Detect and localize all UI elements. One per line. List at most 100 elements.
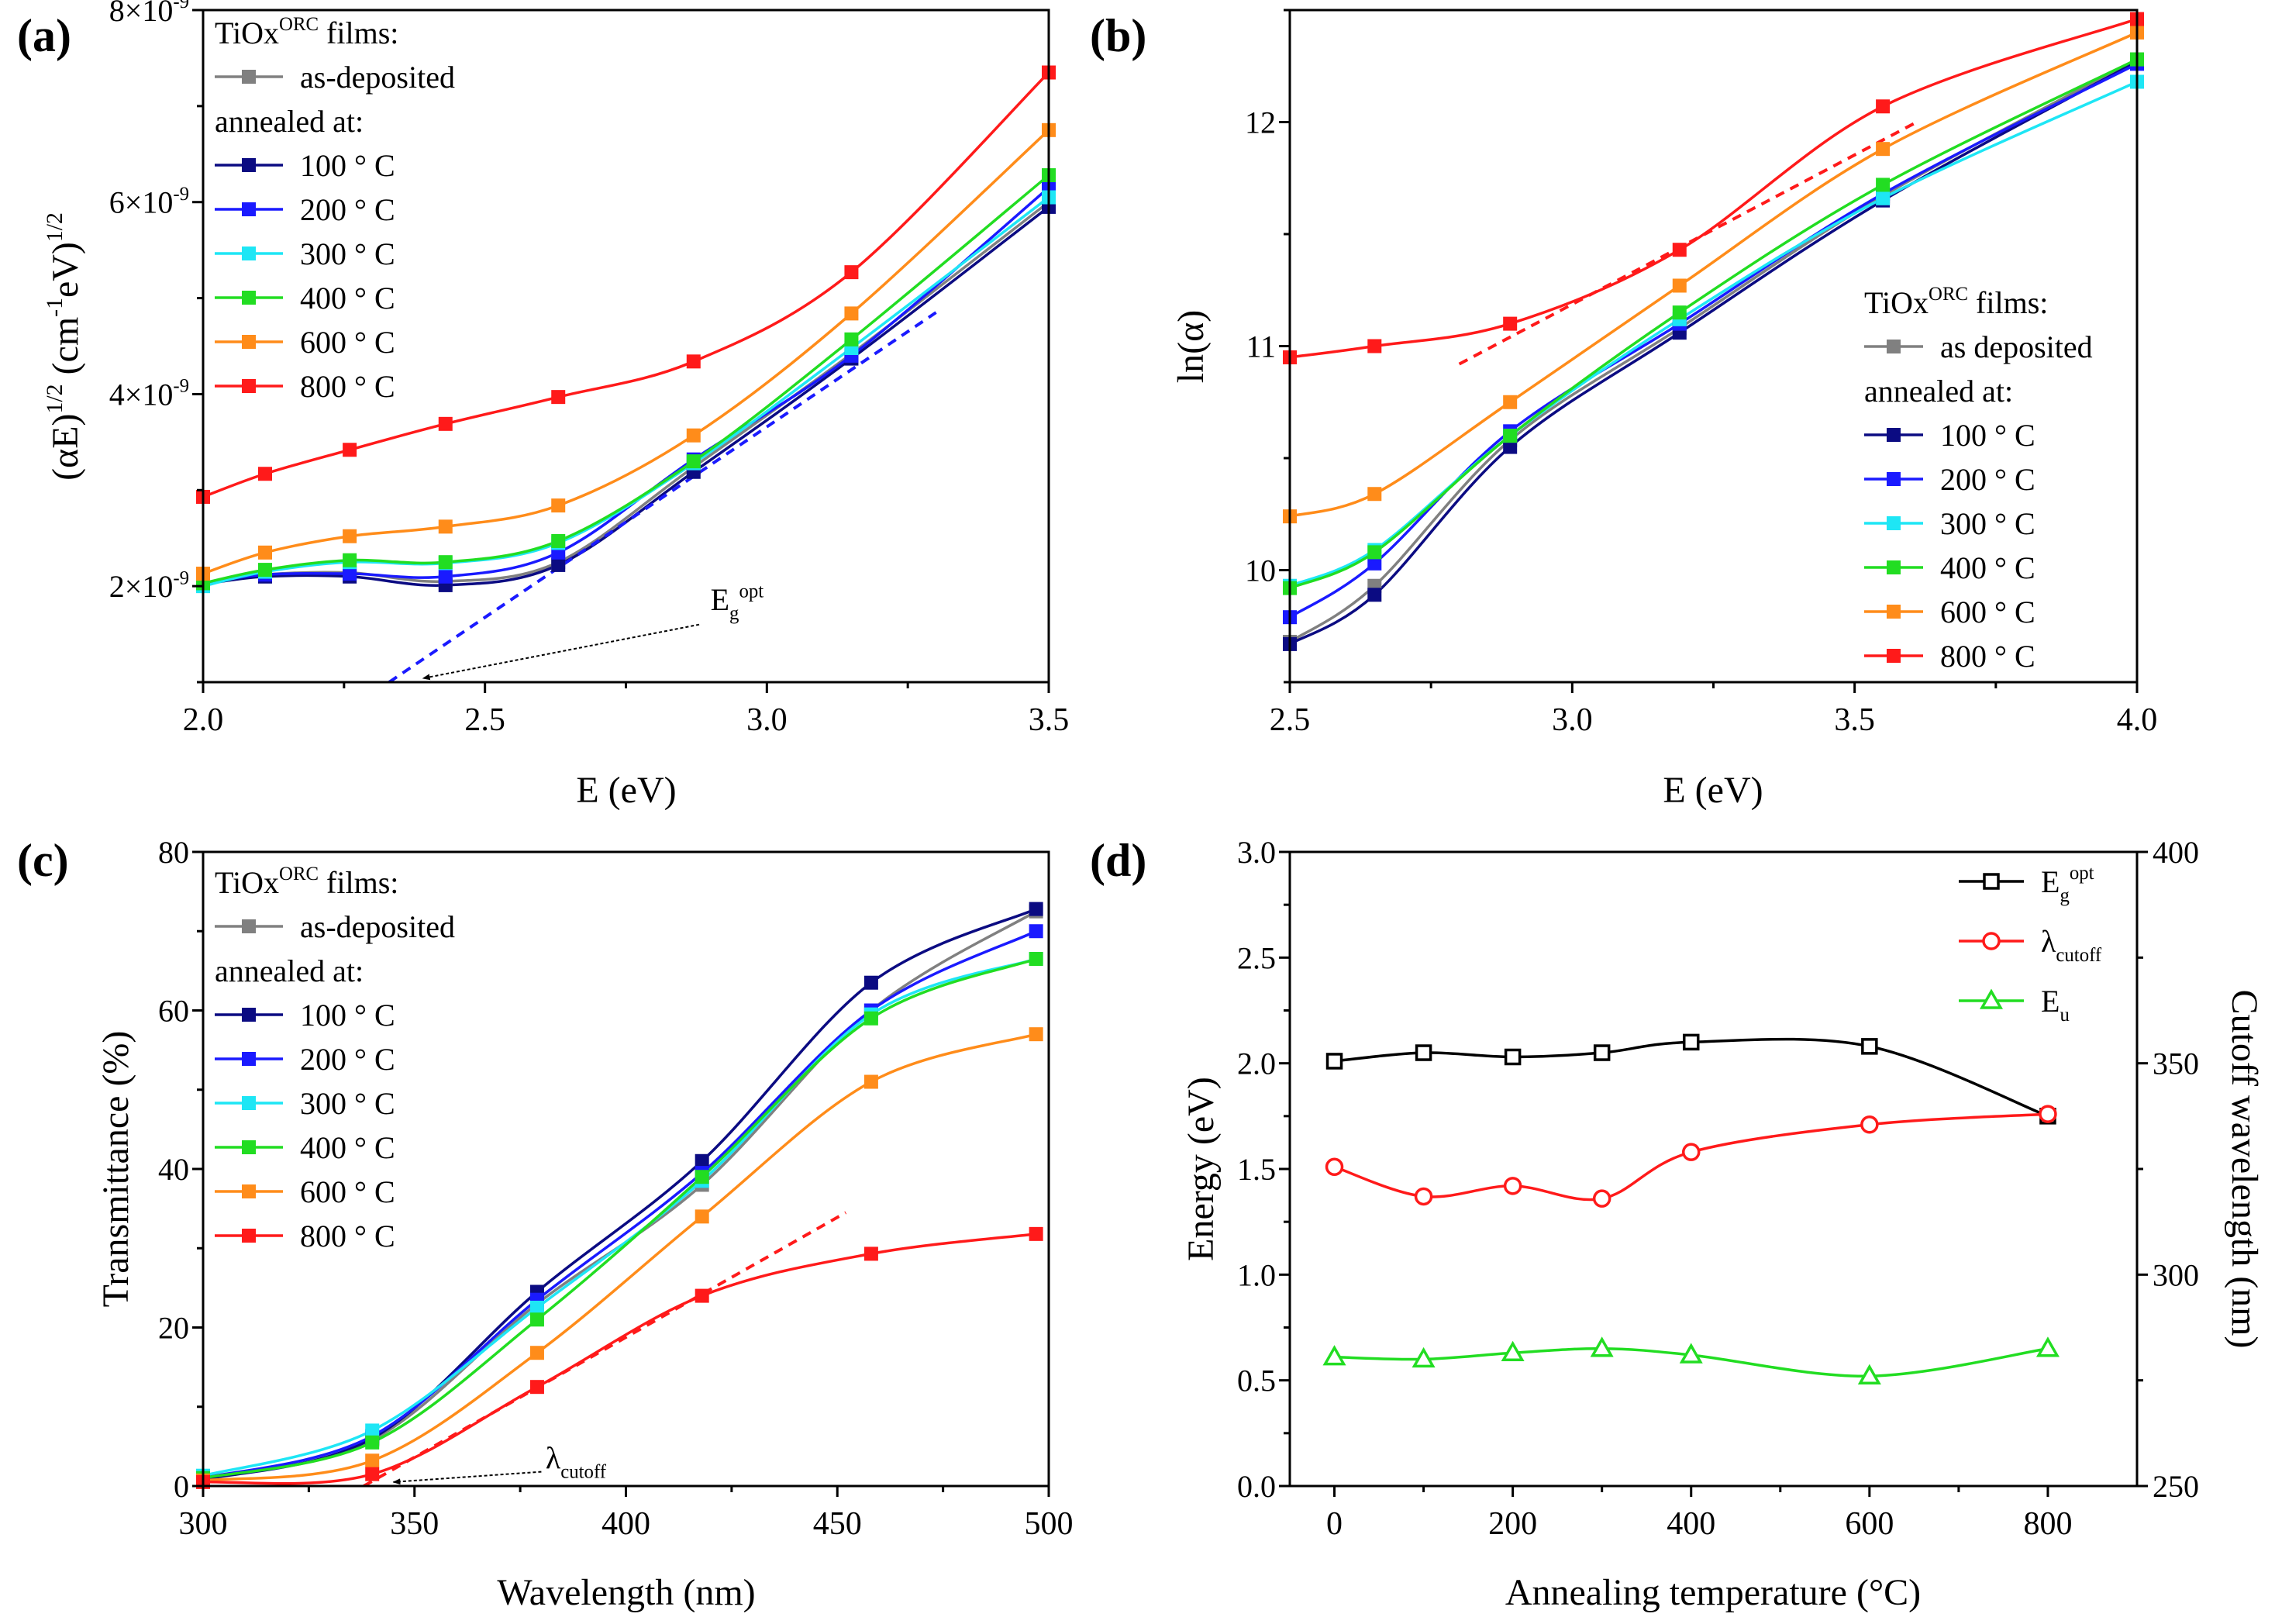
data-point: [1682, 1033, 1700, 1051]
legend-item: 600 ° C: [1864, 595, 2035, 629]
data-point: [1503, 316, 1518, 331]
y-tick-label: 60: [158, 994, 189, 1029]
legend: TiOxORC films: as-deposited annealed at: 10…: [215, 14, 455, 404]
data-point: [863, 975, 878, 990]
data-point: [1876, 99, 1891, 114]
legend-item: 300 ° C: [215, 236, 395, 271]
legend-item: λcutoff: [1959, 924, 2102, 966]
data-point: [844, 306, 859, 321]
data-point: [686, 428, 701, 443]
annotation-arrow: [422, 623, 700, 681]
data-point: [1672, 278, 1687, 293]
legend-item: 200 ° C: [1864, 462, 2035, 497]
legend-label: 100 ° C: [300, 148, 395, 183]
legend-label: 200 ° C: [300, 192, 395, 227]
data-point: [365, 1453, 380, 1468]
data-point: [844, 332, 859, 347]
legend-item: as-deposited: [215, 60, 455, 95]
x-tick-label: 600: [1845, 1506, 1894, 1542]
y-tick-label: 10: [1245, 553, 1276, 588]
data-point: [1029, 1027, 1043, 1042]
legend-item: 800 ° C: [215, 1219, 395, 1253]
legend-swatch-marker: [242, 291, 256, 305]
fit-line-dashed: [1458, 120, 1918, 366]
data-point: [343, 553, 357, 567]
y-tick-label: 2×10-9: [109, 567, 189, 604]
legend-item: 200 ° C: [215, 192, 395, 227]
legend: TiOxORC films: as-deposited annealed at: 10…: [215, 864, 455, 1253]
y-tick-label: 2.5: [1237, 940, 1276, 975]
data-point: [1367, 588, 1382, 602]
legend-title: TiOxORC films:: [215, 864, 398, 900]
plot-area: [203, 908, 1037, 1486]
legend-subtitle: annealed at:: [215, 104, 364, 139]
x-axis-label: Wavelength (nm): [497, 1572, 755, 1613]
fit-line-dashed: [363, 1211, 847, 1486]
legend-label: 300 ° C: [1940, 506, 2035, 541]
panel-label: (b): [1090, 10, 1146, 61]
data-point: [258, 467, 273, 481]
data-point: [1029, 924, 1043, 939]
series-line: [1290, 31, 2137, 518]
data-point: [1029, 1226, 1043, 1241]
legend-item: Eu: [1959, 984, 2070, 1026]
data-point: [529, 1300, 544, 1315]
data-point: [529, 1312, 544, 1327]
data-point: [1672, 243, 1687, 257]
legend-swatch-marker: [242, 247, 256, 260]
series-line: [203, 929, 1037, 1480]
data-point: [1412, 1346, 1436, 1368]
y-tick-label: 4×10-9: [109, 376, 189, 412]
x-tick-label: 500: [1025, 1506, 1074, 1542]
data-point: [863, 1011, 878, 1026]
y2-tick-label: 250: [2153, 1469, 2199, 1504]
x-tick-label: 2.0: [183, 702, 224, 738]
legend: TiOxORC films: as deposited annealed at: 10…: [1864, 284, 2093, 674]
data-point: [695, 1153, 709, 1168]
data-point: [1672, 305, 1687, 320]
legend-label: 800 ° C: [300, 369, 395, 404]
data-point: [1029, 952, 1043, 967]
legend-label: 800 ° C: [300, 1219, 395, 1253]
data-point: [1679, 1343, 1703, 1364]
x-tick-label: 800: [2023, 1506, 2072, 1542]
x-axis-label: E (eV): [1663, 770, 1763, 811]
x-tick-label: 450: [813, 1506, 862, 1542]
legend-subtitle: annealed at:: [215, 953, 364, 988]
legend-label: Eu: [2041, 984, 2070, 1026]
y-axis-label: Energy (eV): [1181, 1077, 1222, 1261]
legend-item: 600 ° C: [215, 325, 395, 360]
x-tick-label: 4.0: [2117, 702, 2158, 738]
legend-swatch-marker: [1979, 988, 2004, 1009]
legend-subtitle: annealed at:: [1864, 374, 2013, 409]
y-tick-label: 80: [158, 835, 189, 870]
y-tick-label: 1.5: [1237, 1152, 1276, 1187]
legend-swatch-marker: [242, 379, 256, 393]
data-point: [844, 265, 859, 280]
legend-title: TiOxORC films:: [215, 14, 398, 50]
y-tick-label: 0: [174, 1469, 189, 1504]
data-point: [438, 555, 453, 570]
legend-label: 600 ° C: [300, 325, 395, 360]
data-point: [1503, 440, 1518, 454]
legend-label: 800 ° C: [1940, 639, 2035, 674]
legend-label: 300 ° C: [300, 236, 395, 271]
data-point: [438, 569, 453, 584]
legend-label: 100 ° C: [1940, 418, 2035, 453]
data-point: [1322, 1345, 1346, 1366]
data-point: [686, 454, 701, 469]
y-tick-label: 20: [158, 1311, 189, 1346]
legend-swatch-marker: [1887, 516, 1901, 530]
legend-item: 300 ° C: [1864, 506, 2035, 541]
data-point: [365, 1435, 380, 1450]
legend-swatch-marker: [242, 1052, 256, 1066]
legend-swatch-marker: [242, 919, 256, 933]
x-tick-label: 300: [179, 1506, 228, 1542]
data-point: [1860, 1115, 1879, 1134]
x-tick-label: 3.0: [1552, 702, 1593, 738]
legend-item: as deposited: [1864, 329, 2093, 364]
data-point: [1593, 1044, 1611, 1061]
legend-label: λcutoff: [2041, 924, 2102, 966]
data-point: [343, 443, 357, 457]
y-axis-label: (αE)1/2 (cm-1eV)1/2: [42, 212, 86, 481]
